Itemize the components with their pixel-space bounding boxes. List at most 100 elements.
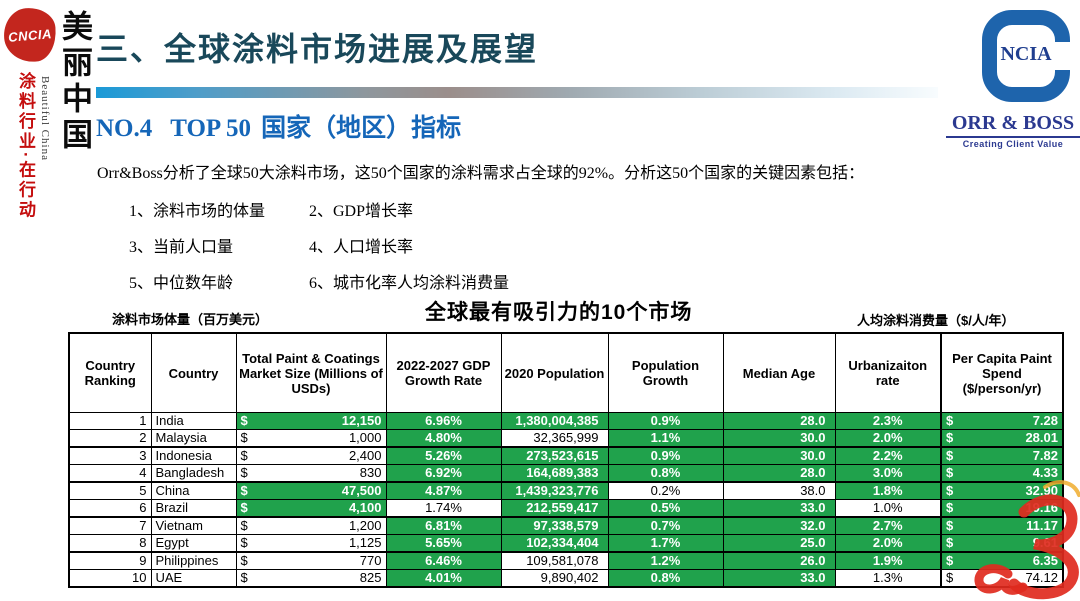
cell-country: Egypt: [150, 534, 237, 553]
cell-rank: 6: [68, 499, 152, 518]
cell-population-growth: 0.7%: [607, 516, 724, 535]
cell-paint-spend: $32.90: [940, 481, 1064, 500]
cell-paint-spend: $28.01: [940, 429, 1064, 448]
ncia-logo-letters: NCIA: [1000, 43, 1052, 65]
cell-rank: 3: [68, 446, 152, 465]
cell-rank: 2: [68, 429, 152, 448]
cell-rank: 7: [68, 516, 152, 535]
factor-list: 1、涂料市场的体量 2、GDP增长率 3、当前人口量 4、人口增长率 5、中位数…: [129, 197, 509, 293]
factor-item: 5、中位数年龄: [129, 275, 234, 292]
cell-paint-spend: $4.33: [940, 464, 1064, 483]
col-header-country: Country: [150, 332, 237, 413]
ncia-c-logo-notch: [1054, 42, 1072, 70]
cell-population-growth: 0.8%: [607, 464, 724, 483]
cell-country: India: [150, 412, 237, 430]
cell-urbanization-rate: 1.8%: [834, 481, 942, 500]
market-size-unit-note: 涂料市场体量（百万美元）: [112, 312, 269, 327]
cell-rank: 9: [68, 551, 152, 570]
per-capita-unit-note: 人均涂料消费量（$/人/年）: [857, 313, 1015, 328]
cell-market-size: $47,500: [235, 481, 387, 500]
subtitle-top50: TOP 50: [170, 115, 252, 142]
cell-population: 102,334,404: [500, 534, 609, 553]
cell-country: China: [150, 481, 237, 500]
cell-median-age: 30.0: [722, 446, 836, 465]
table-header-row: Country Ranking Country Total Paint & Co…: [68, 332, 1064, 413]
cell-population: 1,439,323,776: [500, 481, 609, 500]
factor-item: 4、人口增长率: [309, 239, 414, 256]
table-row: 5 China $47,500 4.87% 1,439,323,776 0.2% 38.0 1…: [68, 481, 1064, 500]
cell-rank: 4: [68, 464, 152, 483]
table-row: 10 UAE $825 4.01% 9,890,402 0.8% 33.0 1.3% $74.1…: [68, 569, 1064, 588]
cell-gdp-growth: 4.01%: [385, 569, 502, 588]
title-divider-bar: [96, 87, 938, 98]
cell-country: Vietnam: [150, 516, 237, 535]
cell-median-age: 33.0: [722, 569, 836, 588]
cell-market-size: $2,400: [235, 446, 387, 465]
cell-population: 164,689,383: [500, 464, 609, 483]
cell-urbanization-rate: 1.9%: [834, 551, 942, 570]
cell-median-age: 33.0: [722, 499, 836, 518]
cell-population: 273,523,615: [500, 446, 609, 465]
orr-boss-tagline: Creating Client Value: [962, 139, 1064, 149]
cell-population: 97,338,579: [500, 516, 609, 535]
col-header-median-age: Median Age: [722, 332, 836, 413]
table-row: 7 Vietnam $1,200 6.81% 97,338,579 0.7% 32.0 2.7…: [68, 516, 1064, 535]
cell-paint-spend: $11.17: [940, 516, 1064, 535]
cell-population-growth: 0.9%: [607, 412, 724, 430]
cell-gdp-growth: 5.26%: [385, 446, 502, 465]
page-title: NO.4 TOP 50 国家（地区）指标: [96, 108, 461, 144]
cell-median-age: 25.0: [722, 534, 836, 553]
table-row: 1 India $12,150 6.96% 1,380,004,385 0.9% 28.0 2…: [68, 412, 1064, 430]
factor-item: 3、当前人口量: [129, 239, 234, 256]
cell-paint-spend: $19.16: [940, 499, 1064, 518]
subtitle-text: 国家（地区）指标: [261, 114, 462, 142]
cell-median-age: 28.0: [722, 412, 836, 430]
cell-market-size: $1,125: [235, 534, 387, 553]
cell-gdp-growth: 6.81%: [385, 516, 502, 535]
intro-paragraph: Orr&Boss分析了全球50大涂料市场，这50个国家的涂料需求占全球的92%。…: [97, 165, 865, 182]
col-header-gdp-growth: 2022-2027 GDP Growth Rate: [385, 332, 502, 413]
cell-market-size: $825: [235, 569, 387, 588]
cell-rank: 10: [68, 569, 152, 588]
table-row: 2 Malaysia $1,000 4.80% 32,365,999 1.1% 30.0 2.…: [68, 429, 1064, 448]
slogan-beautiful-china-en: Beautiful China: [39, 76, 51, 161]
cell-urbanization-rate: 1.0%: [834, 499, 942, 518]
cell-paint-spend: $7.82: [940, 446, 1064, 465]
cell-population: 1,380,004,385: [500, 412, 609, 430]
cell-population-growth: 1.7%: [607, 534, 724, 553]
cell-market-size: $770: [235, 551, 387, 570]
factor-item: 2、GDP增长率: [309, 203, 414, 220]
cell-urbanization-rate: 1.3%: [834, 569, 942, 588]
cell-rank: 1: [68, 412, 152, 430]
cell-country: Philippines: [150, 551, 237, 570]
cell-urbanization-rate: 2.7%: [834, 516, 942, 535]
cell-urbanization-rate: 2.0%: [834, 429, 942, 448]
cell-population-growth: 0.8%: [607, 569, 724, 588]
col-header-urbanization-rate: Urbanizaiton rate: [834, 332, 942, 413]
cell-paint-spend: $7.28: [940, 412, 1064, 430]
cell-population: 9,890,402: [500, 569, 609, 588]
table-row: 8 Egypt $1,125 5.65% 102,334,404 1.7% 25.0 2.0%…: [68, 534, 1064, 553]
seal-label: CNCIA: [7, 25, 53, 45]
cell-rank: 5: [68, 481, 152, 500]
ncia-c-logo-icon: [982, 10, 1070, 102]
cell-country: UAE: [150, 569, 237, 588]
cell-population: 32,365,999: [500, 429, 609, 448]
cell-country: Malaysia: [150, 429, 237, 448]
cell-population-growth: 1.1%: [607, 429, 724, 448]
table-row: 9 Philippines $770 6.46% 109,581,078 1.2% 26.0…: [68, 551, 1064, 570]
cell-median-age: 38.0: [722, 481, 836, 500]
factor-item: 1、涂料市场的体量: [129, 203, 266, 220]
table-row: 3 Indonesia $2,400 5.26% 273,523,615 0.9% 30.0…: [68, 446, 1064, 465]
cell-gdp-growth: 4.87%: [385, 481, 502, 500]
top10-markets-table: Country Ranking Country Total Paint & Co…: [68, 332, 1064, 588]
cell-market-size: $12,150: [235, 412, 387, 430]
cell-gdp-growth: 6.46%: [385, 551, 502, 570]
cell-urbanization-rate: 2.2%: [834, 446, 942, 465]
cell-gdp-growth: 1.74%: [385, 499, 502, 518]
subtitle-number: NO.4: [96, 115, 153, 142]
cell-market-size: $1,000: [235, 429, 387, 448]
cell-population-growth: 1.2%: [607, 551, 724, 570]
cell-country: Brazil: [150, 499, 237, 518]
